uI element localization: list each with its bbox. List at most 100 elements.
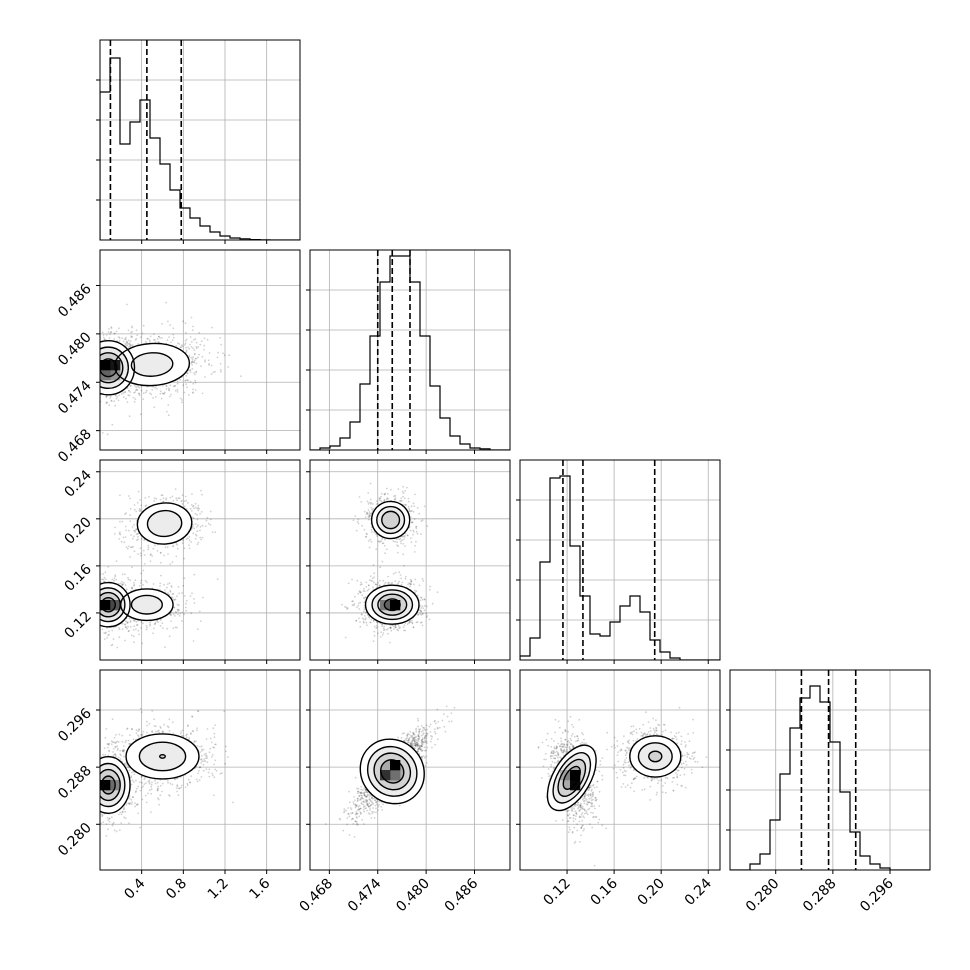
scatter-point [108, 328, 110, 330]
scatter-point [95, 365, 97, 367]
scatter-point [141, 642, 144, 645]
scatter-point [359, 591, 362, 594]
scatter-point [358, 591, 361, 593]
scatter-point [415, 527, 418, 530]
scatter-point [97, 361, 99, 363]
scatter-point [118, 627, 120, 629]
scatter-point [120, 393, 123, 395]
scatter-point [176, 380, 179, 383]
scatter-point [163, 554, 165, 557]
scatter-point [107, 331, 110, 333]
scatter-point [388, 581, 390, 584]
scatter-point [95, 605, 97, 607]
scatter-point [376, 583, 378, 586]
scatter-point [107, 634, 109, 637]
scatter-point [189, 336, 192, 338]
y-tick-label: 0.468 [55, 426, 95, 466]
scatter-point [142, 398, 145, 400]
scatter-point [90, 363, 92, 365]
histogram-line [100, 57, 300, 240]
scatter-point [369, 621, 371, 624]
scatter-point [368, 514, 371, 517]
scatter-point [380, 540, 383, 543]
scatter-point [389, 627, 392, 629]
scatter-point [129, 626, 132, 628]
scatter-point [172, 336, 175, 339]
scatter-point [172, 327, 175, 330]
scatter-point [162, 497, 165, 500]
scatter-point [132, 535, 135, 538]
scatter-point [94, 400, 96, 402]
scatter-point [174, 610, 177, 613]
scatter-point [96, 625, 98, 627]
scatter-point [96, 584, 98, 586]
scatter-point [211, 326, 213, 329]
scatter-point [174, 385, 177, 387]
scatter-point [135, 510, 138, 513]
scatter-point [110, 331, 113, 333]
scatter-point [148, 495, 150, 498]
scatter-point [87, 369, 89, 371]
scatter-point [95, 360, 97, 362]
scatter-point [383, 583, 386, 586]
scatter-point [363, 608, 366, 611]
scatter-point [366, 512, 369, 515]
scatter-point [370, 528, 373, 531]
scatter-point [97, 622, 99, 624]
scatter-point [115, 330, 118, 333]
scatter-point [181, 611, 184, 614]
scatter-point [66, 388, 68, 390]
scatter-point [420, 533, 422, 536]
scatter-point [94, 604, 96, 606]
scatter-point [95, 588, 97, 590]
scatter-point [93, 593, 95, 595]
scatter-point [90, 374, 92, 376]
panel-plot-area [100, 40, 300, 240]
scatter-point [97, 600, 99, 602]
scatter-point [364, 618, 367, 621]
scatter-point [380, 500, 383, 503]
scatter-point [147, 546, 150, 549]
scatter-point [96, 401, 98, 403]
scatter-point [130, 326, 133, 329]
scatter-point [145, 389, 148, 392]
scatter-point [103, 576, 106, 579]
scatter-point [208, 363, 211, 365]
scatter-point [98, 603, 100, 605]
scatter-point [184, 505, 186, 508]
scatter-point [89, 608, 91, 610]
scatter-point [181, 542, 184, 544]
scatter-point [418, 584, 421, 587]
scatter-point [85, 351, 87, 353]
scatter-point [200, 365, 203, 368]
scatter-point [373, 619, 375, 622]
scatter-point [84, 607, 86, 609]
scatter-point [382, 627, 385, 630]
scatter-point [178, 615, 181, 617]
scatter-point [92, 380, 94, 382]
scatter-point [83, 354, 85, 356]
scatter-point [171, 495, 174, 498]
scatter-point [181, 503, 184, 505]
scatter-point [164, 546, 167, 549]
scatter-point [185, 338, 188, 341]
scatter-point [376, 621, 379, 624]
scatter-point [133, 508, 136, 511]
scatter-point [190, 346, 193, 348]
scatter-point [239, 375, 242, 378]
scatter-point [144, 579, 147, 582]
scatter-point [188, 547, 191, 550]
scatter-point [90, 614, 92, 616]
scatter-point [159, 337, 162, 339]
scatter-point [131, 537, 134, 540]
scatter-point [129, 508, 132, 510]
scatter-point [161, 385, 164, 387]
scatter-point [110, 327, 113, 329]
scatter-point [415, 526, 417, 528]
scatter-point [98, 379, 100, 381]
scatter-point [78, 364, 80, 366]
scatter-point [190, 510, 193, 512]
scatter-point [189, 595, 192, 597]
scatter-point [113, 332, 116, 335]
scatter-point [172, 613, 175, 616]
